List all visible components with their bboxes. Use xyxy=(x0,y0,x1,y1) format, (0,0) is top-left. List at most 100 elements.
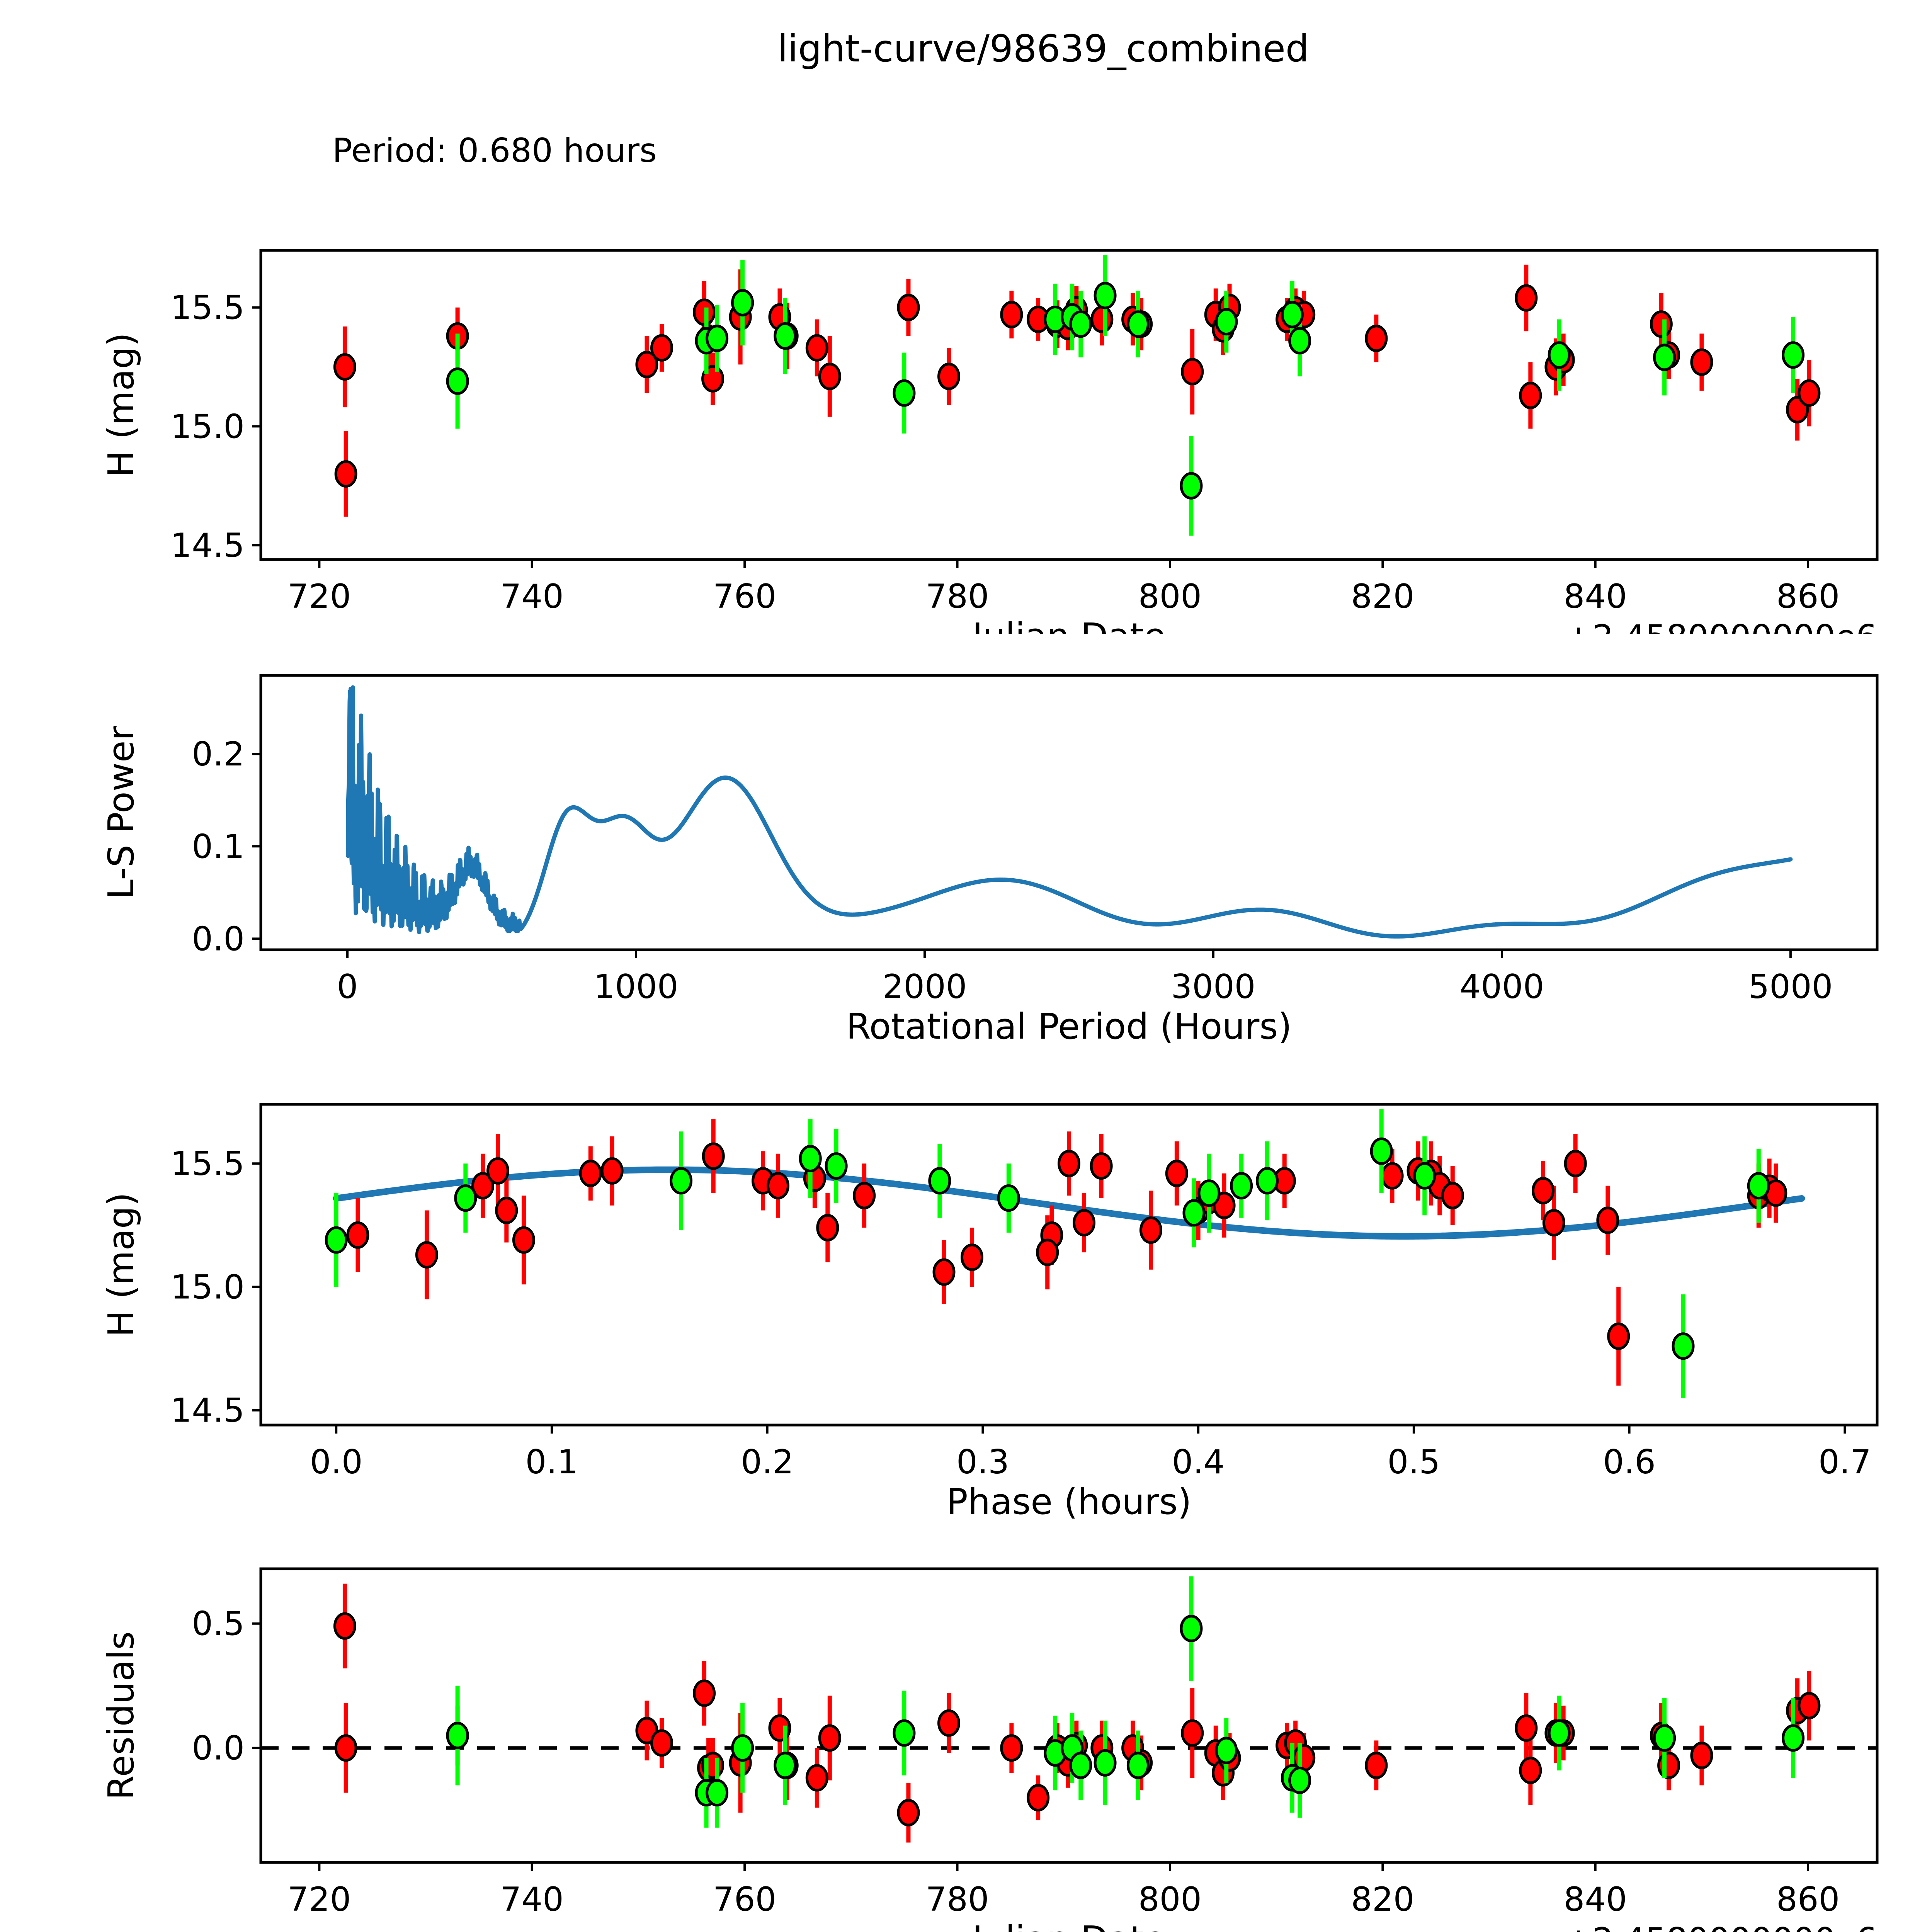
x-tick-label: 840 xyxy=(1564,577,1627,616)
data-point xyxy=(650,1729,673,1757)
data-point xyxy=(454,1184,477,1212)
data-point xyxy=(1653,1724,1676,1752)
data-point xyxy=(415,1241,438,1269)
data-point xyxy=(650,334,673,362)
periodogram-ylabel: L-S Power xyxy=(100,726,142,900)
x-tick-label: 840 xyxy=(1564,1880,1627,1919)
data-point xyxy=(961,1243,984,1271)
data-point xyxy=(1288,1766,1311,1794)
data-point xyxy=(1000,301,1023,328)
data-point xyxy=(731,1734,754,1762)
x-tick-label: 740 xyxy=(500,577,564,616)
data-point xyxy=(1370,1137,1393,1165)
data-point xyxy=(1139,1216,1162,1244)
data-point xyxy=(446,1722,469,1750)
x-tick-label: 820 xyxy=(1351,577,1414,616)
data-point xyxy=(1515,284,1538,312)
data-point xyxy=(799,1145,822,1172)
data-point xyxy=(495,1197,518,1225)
x-tick-label: 860 xyxy=(1776,577,1840,616)
x-tick-label: 740 xyxy=(500,1880,564,1919)
data-point xyxy=(1747,1172,1770,1200)
data-point xyxy=(1180,472,1203,500)
lightcurve-xlabel: Julian Date xyxy=(970,616,1165,634)
x-tick-label: 800 xyxy=(1138,1880,1202,1919)
residuals-offset-text: +2.4580000000e6 xyxy=(1565,1921,1877,1932)
data-point xyxy=(1441,1182,1464,1209)
residuals-ylabel: Residuals xyxy=(100,1631,142,1800)
data-point xyxy=(853,1182,876,1209)
data-point xyxy=(1381,1162,1404,1190)
x-tick-label: 0.0 xyxy=(310,1443,363,1481)
data-point xyxy=(1181,358,1204,386)
data-point xyxy=(937,1709,961,1737)
x-tick-label: 860 xyxy=(1776,1880,1840,1919)
x-tick-label: 2000 xyxy=(883,968,967,1006)
data-point xyxy=(1548,1719,1571,1747)
data-point xyxy=(1090,305,1114,333)
y-tick-label: 0.5 xyxy=(192,1605,245,1643)
x-tick-label: 0.6 xyxy=(1603,1443,1656,1481)
data-point xyxy=(1515,1714,1538,1742)
data-point xyxy=(1069,1752,1092,1779)
data-point xyxy=(1027,1784,1050,1812)
data-point xyxy=(1782,1724,1805,1752)
data-point xyxy=(767,1172,790,1200)
data-point xyxy=(1672,1332,1695,1360)
data-point xyxy=(1657,1752,1680,1779)
y-tick-label: 0.0 xyxy=(192,1729,245,1768)
data-point xyxy=(1215,308,1238,336)
data-point xyxy=(1215,1736,1238,1764)
data-point xyxy=(635,350,658,378)
data-point xyxy=(1090,1152,1113,1180)
y-tick-label: 0.0 xyxy=(192,920,245,958)
data-point xyxy=(1690,1742,1713,1769)
lightcurve-frame xyxy=(259,249,1879,561)
x-tick-label: 0.2 xyxy=(741,1443,794,1481)
x-tick-label: 820 xyxy=(1351,1880,1414,1919)
data-point xyxy=(1256,1167,1279,1195)
data-point xyxy=(774,322,797,350)
phase-panel: 0.0 0.1 0.2 0.3 0.4 0.5 0.6 0.7 14.5 15.0 15.5 H (m… xyxy=(100,1103,1879,1522)
y-tick-label: 0.2 xyxy=(192,735,245,774)
data-point xyxy=(1094,1749,1117,1777)
y-tick-label: 15.5 xyxy=(171,1145,245,1183)
y-tick-label: 15.0 xyxy=(171,407,245,446)
y-tick-label: 15.5 xyxy=(171,289,245,327)
x-tick-label: 4000 xyxy=(1460,968,1544,1006)
residuals-frame xyxy=(259,1567,1879,1864)
data-point xyxy=(1126,310,1150,338)
data-point xyxy=(693,1679,716,1707)
data-point xyxy=(1519,381,1542,409)
data-point xyxy=(1126,1752,1150,1779)
data-point xyxy=(1798,1692,1821,1719)
data-point xyxy=(1532,1177,1555,1204)
residuals-xlabel: Julian Date xyxy=(970,1918,1165,1932)
data-point xyxy=(1230,1172,1253,1200)
data-point xyxy=(706,325,729,352)
data-point xyxy=(325,1226,348,1254)
x-tick-label: 720 xyxy=(287,577,351,616)
data-point xyxy=(818,362,841,390)
data-point xyxy=(731,289,754,316)
x-tick-label: 5000 xyxy=(1748,968,1833,1006)
data-point xyxy=(932,1258,956,1286)
x-tick-label: 0 xyxy=(337,968,358,1006)
x-tick-label: 720 xyxy=(287,1880,351,1919)
data-point xyxy=(893,379,916,407)
data-point xyxy=(897,1799,920,1827)
lightcurve-offset-text: +2.4580000000e6 xyxy=(1565,618,1877,634)
data-point xyxy=(818,1724,841,1752)
x-tick-label: 760 xyxy=(713,1880,776,1919)
x-tick-label: 3000 xyxy=(1171,968,1256,1006)
data-point xyxy=(1690,348,1713,376)
data-point xyxy=(1519,1757,1542,1784)
series-green xyxy=(446,255,1805,536)
x-tick-label: 800 xyxy=(1138,577,1202,616)
lightcurve-panel: 720 740 760 780 800 820 840 860 14.5 15.0 15.5 H (m… xyxy=(100,249,1879,634)
series-red xyxy=(346,1119,1787,1386)
x-tick-label: 0.1 xyxy=(526,1443,578,1481)
data-point xyxy=(1548,341,1571,369)
phase-frame xyxy=(259,1103,1879,1427)
series-green xyxy=(325,1109,1770,1398)
